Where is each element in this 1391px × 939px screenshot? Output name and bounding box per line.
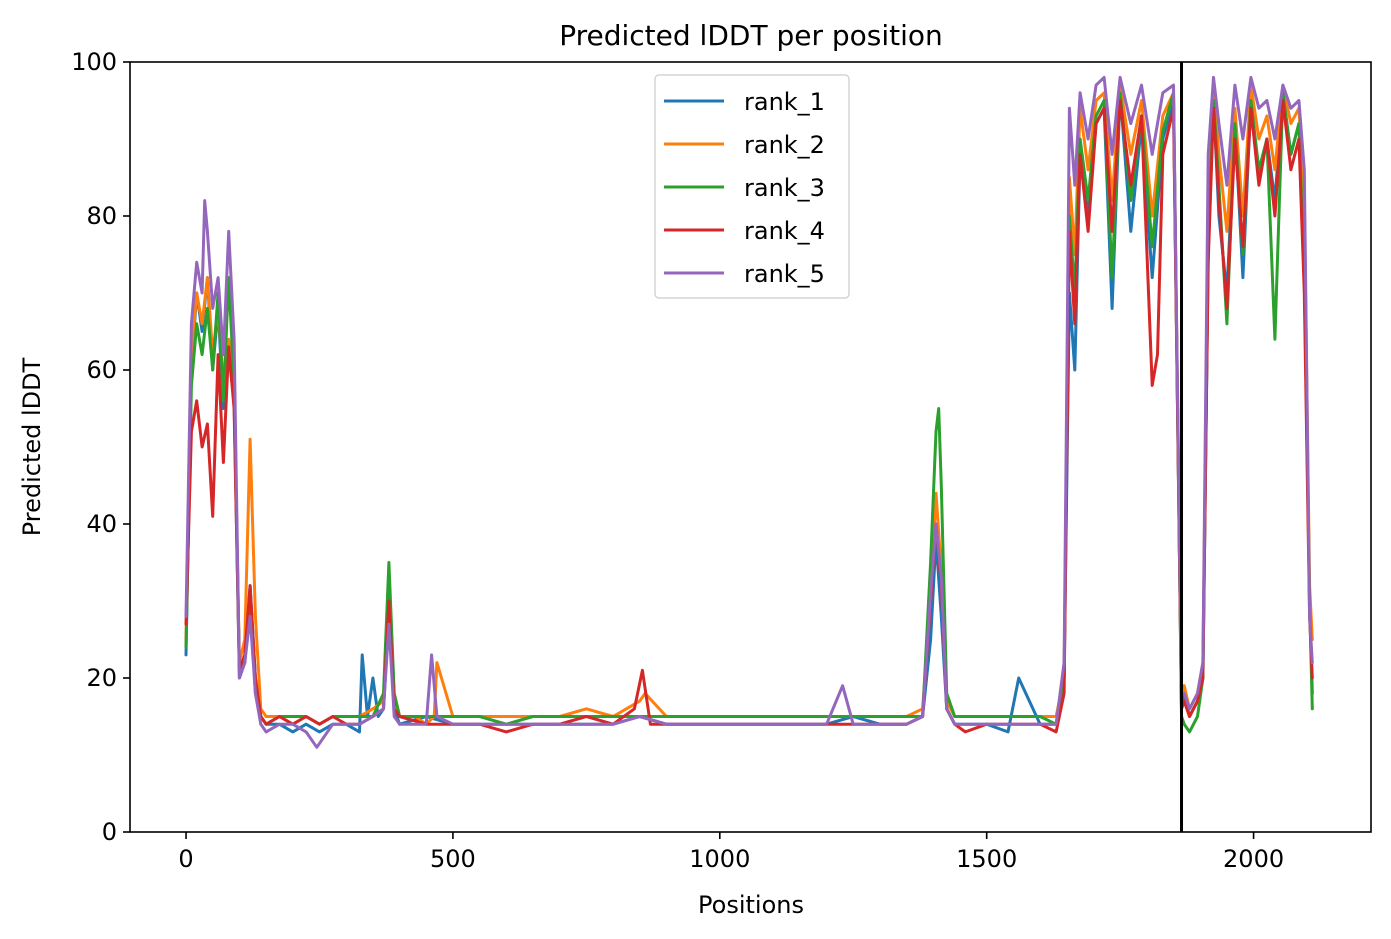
legend-label-rank_5: rank_5: [744, 260, 825, 288]
series-line-rank_5: [184, 75, 1314, 749]
x-tick-label: 0: [178, 845, 193, 873]
x-axis-label: Positions: [698, 891, 804, 919]
y-tick-label: 100: [71, 48, 117, 76]
legend-label-rank_1: rank_1: [744, 88, 825, 116]
y-tick-label: 60: [86, 356, 117, 384]
plot-frame: [129, 61, 1372, 833]
y-tick-label: 40: [86, 510, 117, 538]
legend-label-rank_2: rank_2: [744, 131, 825, 159]
x-tick-label: 500: [430, 845, 476, 873]
series-layer: [184, 75, 1314, 749]
x-tick-label: 2000: [1223, 845, 1284, 873]
x-tick-label: 1500: [956, 845, 1017, 873]
y-tick-label: 80: [86, 202, 117, 230]
legend-box: [654, 74, 850, 299]
legend-label-rank_4: rank_4: [744, 217, 825, 245]
legend: rank_1 rank_2 rank_3 rank_4 rank_5: [654, 74, 850, 299]
y-tick-label: 0: [102, 818, 117, 846]
legend-label-rank_3: rank_3: [744, 174, 825, 202]
y-axis-label: Predicted lDDT: [18, 357, 46, 536]
chart-title: Predicted lDDT per position: [559, 19, 943, 52]
x-tick-label: 1000: [689, 845, 750, 873]
y-axis-ticks: 0 20 40 60 80 100: [71, 48, 130, 846]
x-axis-ticks: 0 500 1000 1500 2000: [178, 832, 1284, 873]
y-tick-label: 20: [86, 664, 117, 692]
